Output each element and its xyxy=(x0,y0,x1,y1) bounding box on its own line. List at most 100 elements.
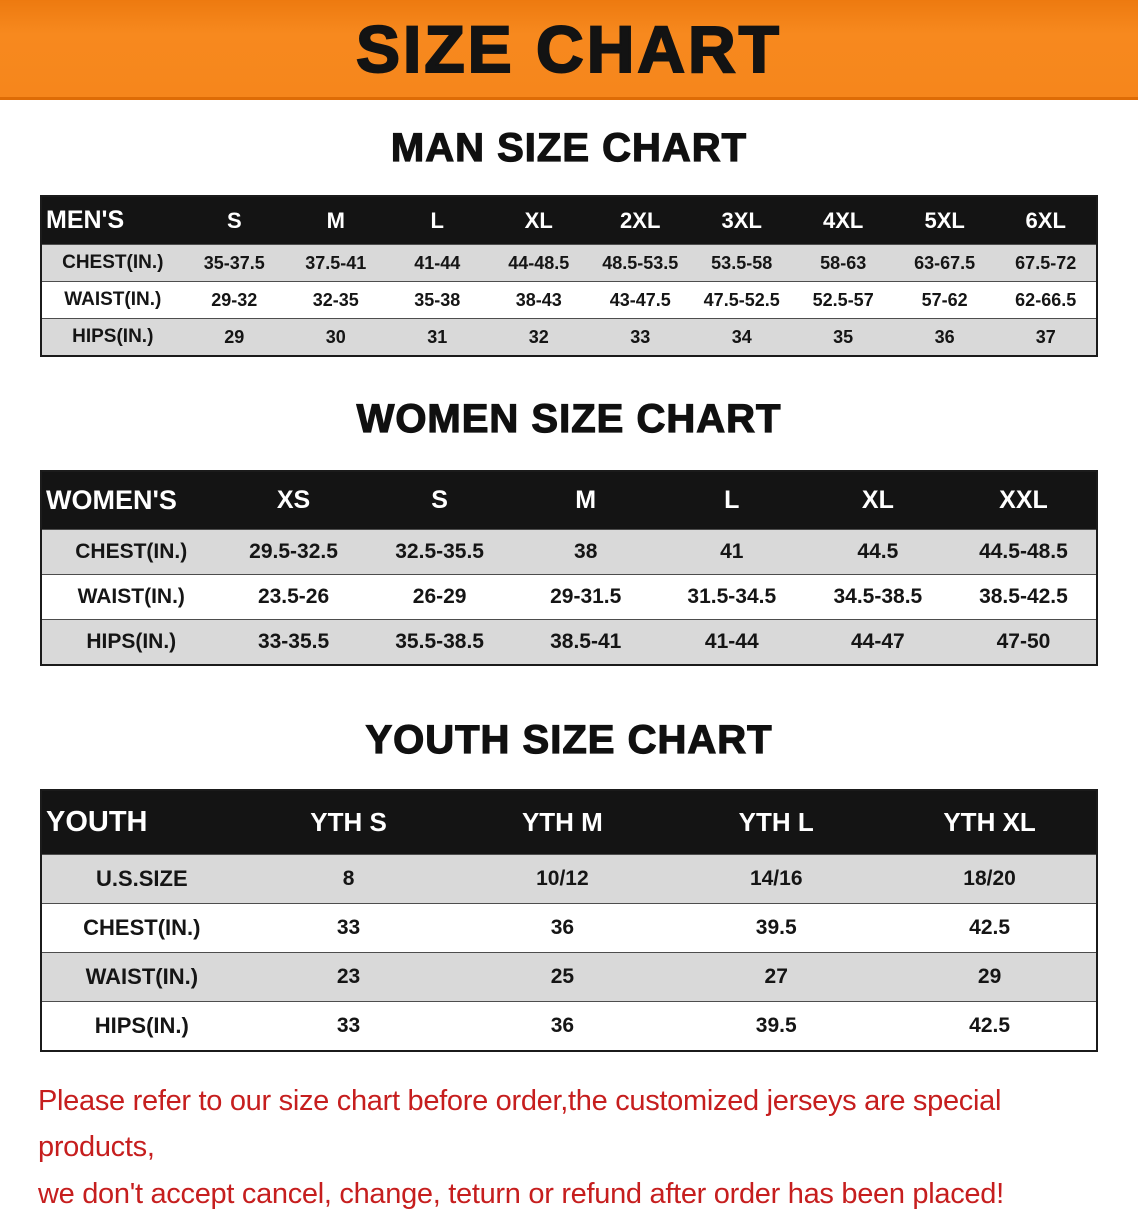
size-column-header: S xyxy=(366,471,513,530)
table-header-row: MEN'S S M L XL 2XL 3XL 4XL 5XL 6XL xyxy=(41,196,1097,245)
size-column-header: 3XL xyxy=(690,196,793,245)
size-value-cell: 47.5-52.5 xyxy=(690,281,793,319)
size-value-cell: 36 xyxy=(893,318,996,356)
size-value-cell: 39.5 xyxy=(669,1001,884,1051)
row-label: HIPS(IN.) xyxy=(41,1001,242,1051)
size-column-header: M xyxy=(285,196,387,245)
size-value-cell: 32 xyxy=(488,318,590,356)
size-value-cell: 32.5-35.5 xyxy=(366,529,513,575)
women-chart-heading: WOMEN SIZE CHART xyxy=(356,396,782,441)
row-label: WAIST(IN.) xyxy=(41,952,242,1002)
size-value-cell: 29.5-32.5 xyxy=(220,529,367,575)
size-value-cell: 37.5-41 xyxy=(285,244,387,282)
size-value-cell: 27 xyxy=(669,952,884,1002)
women-size-chart-section: WOMEN SIZE CHART WOMEN'S XS S M L XL XXL CHEST(… xyxy=(0,396,1138,666)
man-size-chart-section: MAN SIZE CHART MEN'S S M L XL 2XL 3XL 4XL 5XL 6XL… xyxy=(0,125,1138,357)
table-row: WAIST(IN.) 29-32 32-35 35-38 38-43 43-47.5 47.… xyxy=(41,281,1097,319)
size-value-cell: 35-38 xyxy=(386,281,488,319)
men-size-table: MEN'S S M L XL 2XL 3XL 4XL 5XL 6XL CHEST(IN.) 35-37… xyxy=(40,195,1098,357)
size-value-cell: 63-67.5 xyxy=(893,244,996,282)
size-value-cell: 33 xyxy=(241,903,456,953)
table-row: CHEST(IN.) 33 36 39.5 42.5 xyxy=(41,903,1097,953)
banner: SIZE CHART xyxy=(0,0,1138,100)
page-title: SIZE CHART xyxy=(355,11,782,87)
size-column-header: XL xyxy=(488,196,590,245)
size-value-cell: 42.5 xyxy=(883,903,1097,953)
row-label: CHEST(IN.) xyxy=(41,244,184,282)
size-column-header: XXL xyxy=(950,471,1097,530)
size-value-cell: 67.5-72 xyxy=(995,244,1097,282)
table-header-label: WOMEN'S xyxy=(41,471,221,530)
row-label: HIPS(IN.) xyxy=(41,619,221,665)
size-value-cell: 31 xyxy=(386,318,488,356)
table-row: WAIST(IN.) 23.5-26 26-29 29-31.5 31.5-34.5 34… xyxy=(41,574,1097,620)
man-chart-heading: MAN SIZE CHART xyxy=(390,125,748,170)
size-value-cell: 44-47 xyxy=(804,619,951,665)
size-column-header: YTH S xyxy=(241,790,456,855)
size-value-cell: 29-31.5 xyxy=(512,574,659,620)
size-value-cell: 32-35 xyxy=(285,281,387,319)
table-row: HIPS(IN.) 33-35.5 35.5-38.5 38.5-41 41-44 44-… xyxy=(41,619,1097,665)
size-value-cell: 48.5-53.5 xyxy=(589,244,691,282)
size-value-cell: 41-44 xyxy=(386,244,488,282)
size-value-cell: 36 xyxy=(455,903,670,953)
size-value-cell: 14/16 xyxy=(669,854,884,904)
size-value-cell: 10/12 xyxy=(455,854,670,904)
size-value-cell: 41 xyxy=(658,529,805,575)
youth-chart-heading: YOUTH SIZE CHART xyxy=(365,717,773,762)
women-size-table: WOMEN'S XS S M L XL XXL CHEST(IN.) 29.5-32.5 32.5… xyxy=(40,470,1098,666)
row-label: WAIST(IN.) xyxy=(41,281,184,319)
size-column-header: YTH L xyxy=(669,790,884,855)
size-value-cell: 34 xyxy=(690,318,793,356)
row-label: CHEST(IN.) xyxy=(41,903,242,953)
size-value-cell: 39.5 xyxy=(669,903,884,953)
table-row: HIPS(IN.) 29 30 31 32 33 34 35 36 37 xyxy=(41,318,1097,356)
size-value-cell: 43-47.5 xyxy=(589,281,691,319)
size-column-header: 5XL xyxy=(893,196,996,245)
row-label: U.S.SIZE xyxy=(41,854,242,904)
size-column-header: 6XL xyxy=(995,196,1097,245)
size-value-cell: 37 xyxy=(995,318,1097,356)
table-row: CHEST(IN.) 35-37.5 37.5-41 41-44 44-48.5 48.5… xyxy=(41,244,1097,282)
size-value-cell: 38 xyxy=(512,529,659,575)
size-column-header: L xyxy=(658,471,805,530)
size-value-cell: 33-35.5 xyxy=(220,619,367,665)
table-row: HIPS(IN.) 33 36 39.5 42.5 xyxy=(41,1001,1097,1051)
size-value-cell: 34.5-38.5 xyxy=(804,574,951,620)
size-value-cell: 23.5-26 xyxy=(220,574,367,620)
size-column-header: M xyxy=(512,471,659,530)
size-value-cell: 35-37.5 xyxy=(183,244,286,282)
table-header-label: YOUTH xyxy=(41,790,242,855)
table-header-row: YOUTH YTH S YTH M YTH L YTH XL xyxy=(41,790,1097,855)
footer-note-line2: we don't accept cancel, change, teturn o… xyxy=(38,1177,1004,1210)
size-value-cell: 41-44 xyxy=(658,619,805,665)
size-value-cell: 29 xyxy=(883,952,1097,1002)
size-value-cell: 29 xyxy=(183,318,286,356)
size-column-header: YTH XL xyxy=(883,790,1097,855)
size-value-cell: 38.5-41 xyxy=(512,619,659,665)
size-value-cell: 18/20 xyxy=(883,854,1097,904)
size-column-header: XL xyxy=(804,471,951,530)
size-value-cell: 44-48.5 xyxy=(488,244,590,282)
size-value-cell: 44.5-48.5 xyxy=(950,529,1097,575)
size-value-cell: 31.5-34.5 xyxy=(658,574,805,620)
size-column-header: S xyxy=(183,196,286,245)
table-row: WAIST(IN.) 23 25 27 29 xyxy=(41,952,1097,1002)
size-value-cell: 36 xyxy=(455,1001,670,1051)
table-row: U.S.SIZE 8 10/12 14/16 18/20 xyxy=(41,854,1097,904)
size-value-cell: 23 xyxy=(241,952,456,1002)
youth-size-chart-section: YOUTH SIZE CHART YOUTH YTH S YTH M YTH L YTH… xyxy=(0,717,1138,1052)
size-value-cell: 25 xyxy=(455,952,670,1002)
row-label: CHEST(IN.) xyxy=(41,529,221,575)
size-value-cell: 62-66.5 xyxy=(995,281,1097,319)
size-value-cell: 38-43 xyxy=(488,281,590,319)
size-value-cell: 30 xyxy=(285,318,387,356)
size-column-header: 4XL xyxy=(792,196,894,245)
footer-note-line1: Please refer to our size chart before or… xyxy=(38,1085,1002,1164)
size-column-header: XS xyxy=(220,471,367,530)
footer-note: Please refer to our size chart before or… xyxy=(38,1078,1100,1217)
size-value-cell: 47-50 xyxy=(950,619,1097,665)
size-value-cell: 44.5 xyxy=(804,529,951,575)
row-label: HIPS(IN.) xyxy=(41,318,184,356)
